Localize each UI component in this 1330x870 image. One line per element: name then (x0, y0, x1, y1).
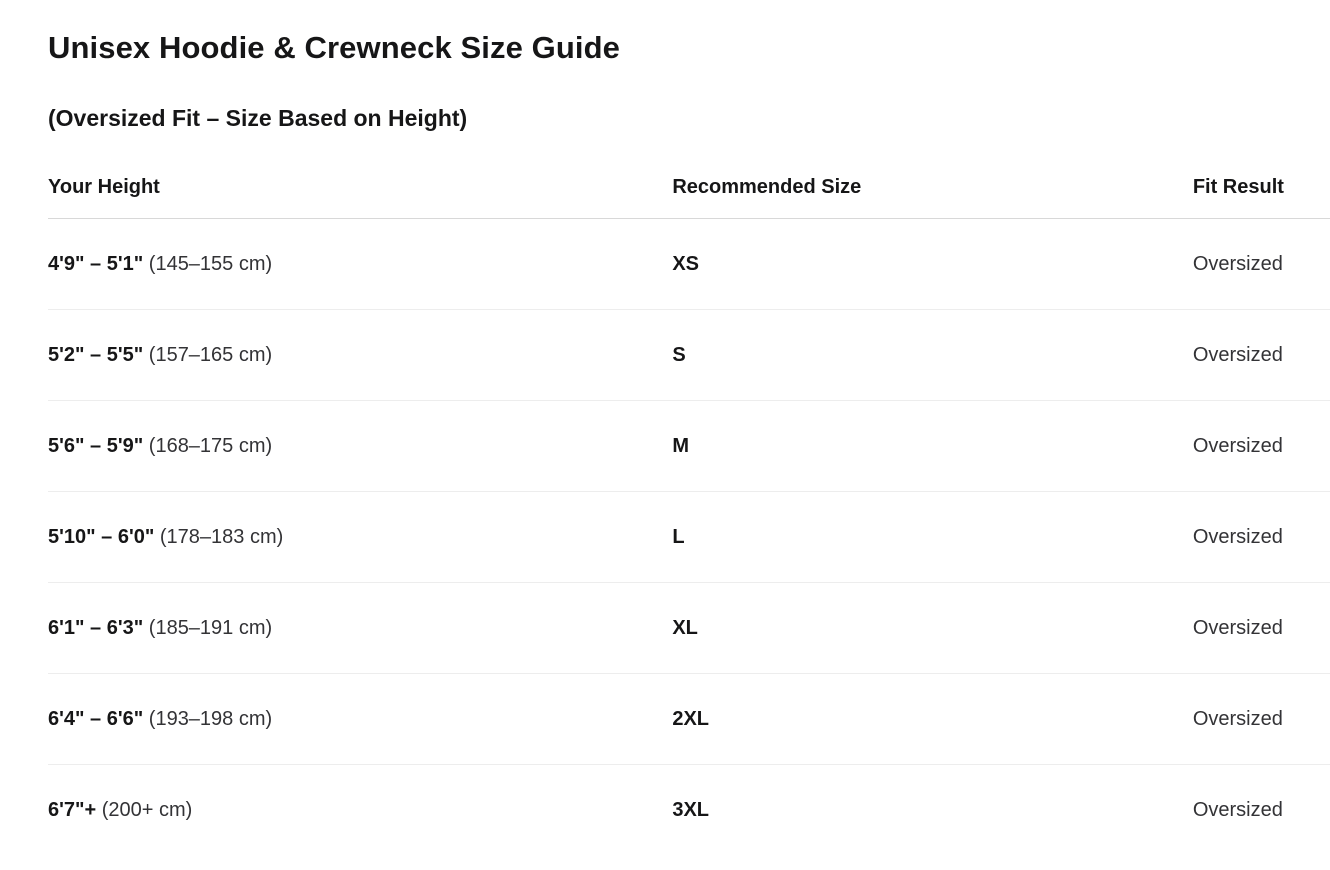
height-range: 5'6" – 5'9" (48, 435, 144, 457)
height-cm: (193–198 cm) (148, 708, 273, 730)
height-cm: (185–191 cm) (148, 617, 273, 639)
height-cm: (200+ cm) (101, 799, 193, 821)
size-cell: M (672, 400, 1193, 492)
recommended-size: S (672, 344, 686, 366)
height-range: 6'4" – 6'6" (48, 708, 144, 730)
height-range: 4'9" – 5'1" (48, 253, 144, 275)
fit-cell: Oversized (1192, 764, 1330, 855)
size-cell: XS (672, 219, 1192, 310)
fit-result: Oversized (1192, 708, 1283, 730)
column-header-fit-result: Fit Result (1192, 175, 1330, 219)
recommended-size: 2XL (672, 708, 710, 730)
size-cell: S (672, 309, 1193, 401)
fit-result: Oversized (1192, 799, 1283, 821)
height-cell: 5'6" – 5'9" (168–175 cm) (48, 400, 673, 492)
height-range: 6'7"+ (48, 799, 97, 821)
height-cell: 6'4" – 6'6" (193–198 cm) (48, 673, 673, 765)
recommended-size: L (672, 526, 685, 548)
page-subtitle: (Oversized Fit – Size Based on Height) (48, 105, 468, 131)
recommended-size: XL (672, 617, 698, 639)
table-row: 4'9" – 5'1" (145–155 cm) XS Oversized (48, 219, 1330, 310)
fit-result: Oversized (1192, 344, 1283, 366)
size-guide-table: Your Height Recommended Size Fit Result … (48, 175, 1330, 855)
table-header: Your Height Recommended Size Fit Result (48, 175, 1330, 219)
height-cm: (168–175 cm) (148, 435, 273, 457)
height-range: 6'1" – 6'3" (48, 617, 144, 639)
height-cm: (145–155 cm) (148, 253, 273, 275)
height-cell: 4'9" – 5'1" (145–155 cm) (48, 219, 672, 310)
size-cell: L (672, 491, 1193, 583)
column-header-recommended-size: Recommended Size (672, 175, 1193, 219)
recommended-size: XS (672, 253, 700, 275)
column-header-your-height: Your Height (48, 175, 673, 219)
fit-cell: Oversized (1192, 309, 1330, 401)
size-cell: XL (672, 582, 1193, 674)
table-row: 6'1" – 6'3" (185–191 cm) XL Oversized (48, 582, 1330, 674)
height-cell: 5'10" – 6'0" (178–183 cm) (48, 491, 673, 583)
recommended-size: M (672, 435, 689, 457)
fit-cell: Oversized (1192, 582, 1330, 674)
table-header-row: Your Height Recommended Size Fit Result (48, 175, 1330, 219)
height-cell: 5'2" – 5'5" (157–165 cm) (48, 309, 673, 401)
height-range: 5'10" – 6'0" (48, 526, 155, 548)
table-row: 6'7"+ (200+ cm) 3XL Oversized (48, 764, 1330, 855)
table-row: 5'10" – 6'0" (178–183 cm) L Oversized (48, 491, 1330, 583)
fit-result: Oversized (1192, 526, 1283, 548)
table-body: 4'9" – 5'1" (145–155 cm) XS Oversized 5'2" … (48, 219, 1330, 855)
table-row: 6'4" – 6'6" (193–198 cm) 2XL Oversized (48, 673, 1330, 765)
recommended-size: 3XL (672, 799, 710, 821)
fit-cell: Oversized (1192, 400, 1330, 492)
table-row: 5'6" – 5'9" (168–175 cm) M Oversized (48, 400, 1330, 492)
fit-cell: Oversized (1192, 491, 1330, 583)
height-cm: (157–165 cm) (148, 344, 273, 366)
size-cell: 3XL (672, 764, 1193, 855)
page-title: Unisex Hoodie & Crewneck Size Guide (48, 30, 620, 65)
fit-cell: Oversized (1192, 673, 1330, 765)
fit-result: Oversized (1192, 435, 1283, 457)
height-cell: 6'1" – 6'3" (185–191 cm) (48, 582, 673, 674)
table-row: 5'2" – 5'5" (157–165 cm) S Oversized (48, 309, 1330, 401)
fit-result: Oversized (1192, 253, 1283, 275)
height-range: 5'2" – 5'5" (48, 344, 144, 366)
size-cell: 2XL (672, 673, 1193, 765)
height-cm: (178–183 cm) (159, 526, 284, 548)
height-cell: 6'7"+ (200+ cm) (48, 764, 673, 855)
fit-result: Oversized (1192, 617, 1283, 639)
fit-cell: Oversized (1193, 219, 1330, 310)
